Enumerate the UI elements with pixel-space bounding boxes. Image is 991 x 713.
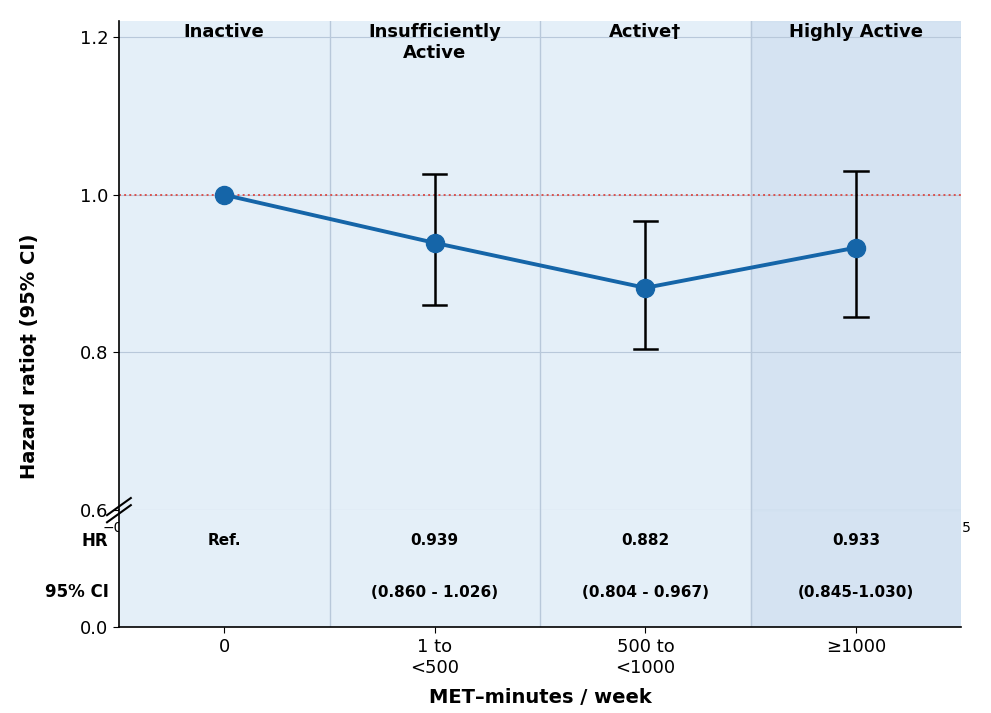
Text: Active†: Active† — [609, 24, 682, 41]
Bar — [751, 510, 961, 627]
Text: 0.882: 0.882 — [621, 533, 670, 548]
Bar — [751, 21, 961, 510]
Text: (0.804 - 0.967): (0.804 - 0.967) — [582, 585, 709, 600]
Text: Ref.: Ref. — [207, 533, 241, 548]
Text: Hazard ratio‡ (95% CI): Hazard ratio‡ (95% CI) — [20, 234, 40, 479]
Text: Inactive: Inactive — [184, 24, 265, 41]
X-axis label: MET–minutes / week: MET–minutes / week — [429, 688, 651, 707]
Text: HR: HR — [82, 532, 108, 550]
Text: 0.933: 0.933 — [831, 533, 880, 548]
Text: Insufficiently
Active: Insufficiently Active — [369, 24, 501, 62]
Text: 95% CI: 95% CI — [45, 583, 108, 601]
Text: 0.939: 0.939 — [410, 533, 459, 548]
Text: (0.845-1.030): (0.845-1.030) — [798, 585, 914, 600]
Text: Highly Active: Highly Active — [789, 24, 923, 41]
Text: (0.860 - 1.026): (0.860 - 1.026) — [372, 585, 498, 600]
